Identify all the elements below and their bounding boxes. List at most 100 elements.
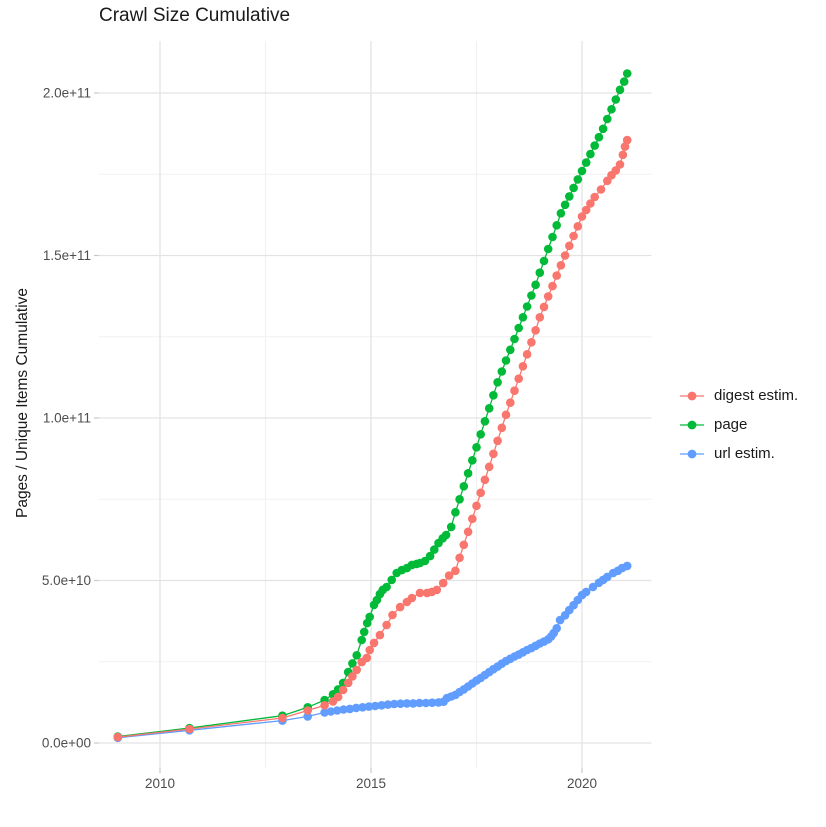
legend-key-icon [680, 420, 704, 429]
y-tick-label: 0.0e+00 [42, 736, 91, 751]
data-point-page [459, 482, 469, 491]
data-point-url-estim- [402, 699, 412, 708]
data-point-page [615, 85, 625, 95]
data-point-digest-estim- [185, 724, 194, 734]
data-point-digest-estim- [438, 578, 448, 588]
data-point-page [577, 166, 587, 176]
data-point-digest-estim- [497, 423, 507, 433]
data-point-digest-estim- [320, 701, 329, 710]
data-point-page [472, 443, 481, 452]
data-point-digest-estim- [432, 585, 442, 595]
data-point-page [548, 232, 557, 242]
x-tick-label: 2015 [356, 776, 386, 791]
data-point-url-estim- [320, 708, 329, 717]
data-point-url-estim- [358, 703, 367, 712]
data-point-url-estim- [415, 698, 424, 708]
data-point-digest-estim- [556, 261, 566, 270]
data-point-page [535, 268, 545, 278]
data-point-digest-estim- [552, 271, 561, 280]
data-point-digest-estim- [480, 475, 490, 485]
data-point-page [441, 530, 451, 540]
data-point-page [476, 430, 486, 439]
data-point-digest-estim- [451, 566, 460, 576]
data-point-page [522, 302, 532, 311]
legend-label: page [714, 416, 748, 433]
data-point-digest-estim- [415, 588, 425, 598]
data-point-page [565, 192, 574, 201]
data-point-page [497, 367, 507, 376]
data-point-digest-estim- [518, 362, 528, 371]
data-point-page [611, 95, 621, 104]
data-point-page [619, 77, 629, 86]
data-point-digest-estim- [514, 374, 523, 384]
data-point-digest-estim- [113, 732, 123, 742]
legend-key-dot [687, 449, 697, 458]
data-point-page [586, 149, 595, 159]
data-point-digest-estim- [407, 593, 417, 603]
data-point-page [468, 456, 477, 465]
data-point-digest-estim- [620, 142, 630, 151]
data-point-digest-estim- [333, 692, 343, 702]
y-tick-label: 2.0e+11 [43, 86, 91, 101]
data-point-url-estim- [370, 701, 380, 711]
data-point-page [463, 469, 473, 478]
legend-label: digest estim. [714, 387, 799, 404]
data-point-digest-estim- [489, 449, 498, 459]
data-point-digest-estim- [539, 302, 549, 312]
legend-item-url-estim-: url estim. [679, 439, 798, 468]
data-point-page [455, 495, 464, 504]
data-point-page [518, 313, 528, 322]
data-point-page [446, 522, 456, 532]
data-point-digest-estim- [586, 199, 595, 208]
data-point-digest-estim- [590, 192, 599, 202]
x-tick-label: 2020 [567, 776, 597, 791]
data-point-page [484, 404, 494, 413]
data-point-digest-estim- [352, 665, 362, 675]
data-point-url-estim- [326, 707, 336, 716]
data-point-page [348, 659, 357, 668]
y-tick-label: 5.0e+10 [42, 573, 91, 588]
data-point-url-estim- [552, 624, 561, 633]
data-point-page [510, 334, 519, 344]
data-point-digest-estim- [522, 350, 532, 359]
data-point-digest-estim- [382, 620, 391, 630]
legend: digest estim. page url estim. [679, 381, 798, 468]
data-point-page [425, 551, 435, 561]
legend-key-icon [680, 449, 704, 458]
data-point-digest-estim- [338, 685, 348, 695]
data-point-digest-estim- [472, 501, 481, 511]
data-point-digest-estim- [622, 135, 632, 145]
data-point-url-estim- [364, 702, 374, 711]
data-point-digest-estim- [278, 713, 287, 723]
data-point-page [359, 627, 369, 637]
data-point-url-estim- [351, 703, 361, 713]
data-point-digest-estim- [476, 488, 486, 498]
data-point-url-estim- [581, 587, 591, 597]
data-point-digest-estim- [303, 706, 313, 715]
data-point-page [352, 651, 362, 660]
data-point-page [365, 612, 375, 622]
data-point-page [590, 141, 599, 150]
data-point-page [527, 291, 536, 300]
data-point-digest-estim- [527, 338, 536, 347]
data-point-url-estim- [421, 698, 431, 708]
legend-item-digest-estim-: digest estim. [679, 381, 798, 410]
data-point-page [543, 244, 553, 254]
data-point-digest-estim- [510, 386, 519, 396]
data-point-digest-estim- [388, 610, 397, 620]
data-point-digest-estim- [573, 222, 583, 231]
data-point-page [622, 69, 632, 78]
data-point-digest-estim- [348, 672, 357, 681]
chart-title: Crawl Size Cumulative [99, 5, 291, 26]
data-point-digest-estim- [548, 281, 557, 291]
data-point-digest-estim- [468, 514, 477, 524]
data-point-digest-estim- [493, 436, 502, 446]
data-point-page [451, 508, 460, 517]
data-point-digest-estim- [535, 313, 545, 322]
data-point-page [560, 200, 570, 210]
data-point-url-estim- [396, 699, 405, 708]
data-point-page [531, 280, 540, 290]
data-point-digest-estim- [362, 653, 372, 663]
data-point-page [598, 124, 608, 134]
